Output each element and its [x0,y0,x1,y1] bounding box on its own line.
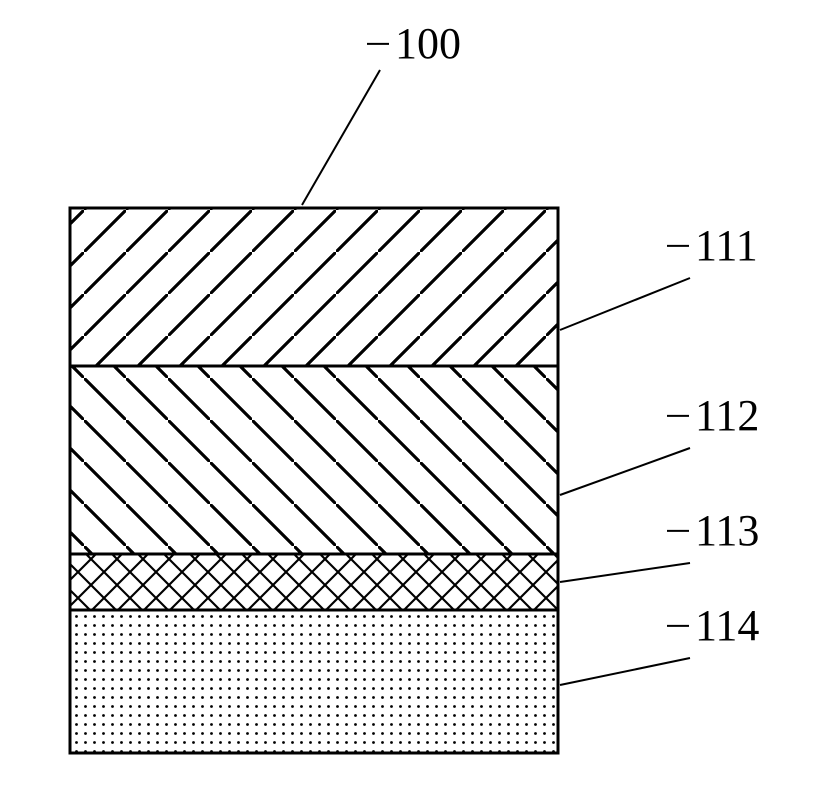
label-100: 100 [395,19,461,68]
layer-113 [70,554,558,610]
layer-112 [70,366,558,554]
label-114: 114 [695,601,759,650]
label-111: 111 [695,221,758,270]
layer-111 [70,208,558,366]
label-112: 112 [695,391,759,440]
layer-114 [70,610,558,753]
label-113: 113 [695,506,759,555]
